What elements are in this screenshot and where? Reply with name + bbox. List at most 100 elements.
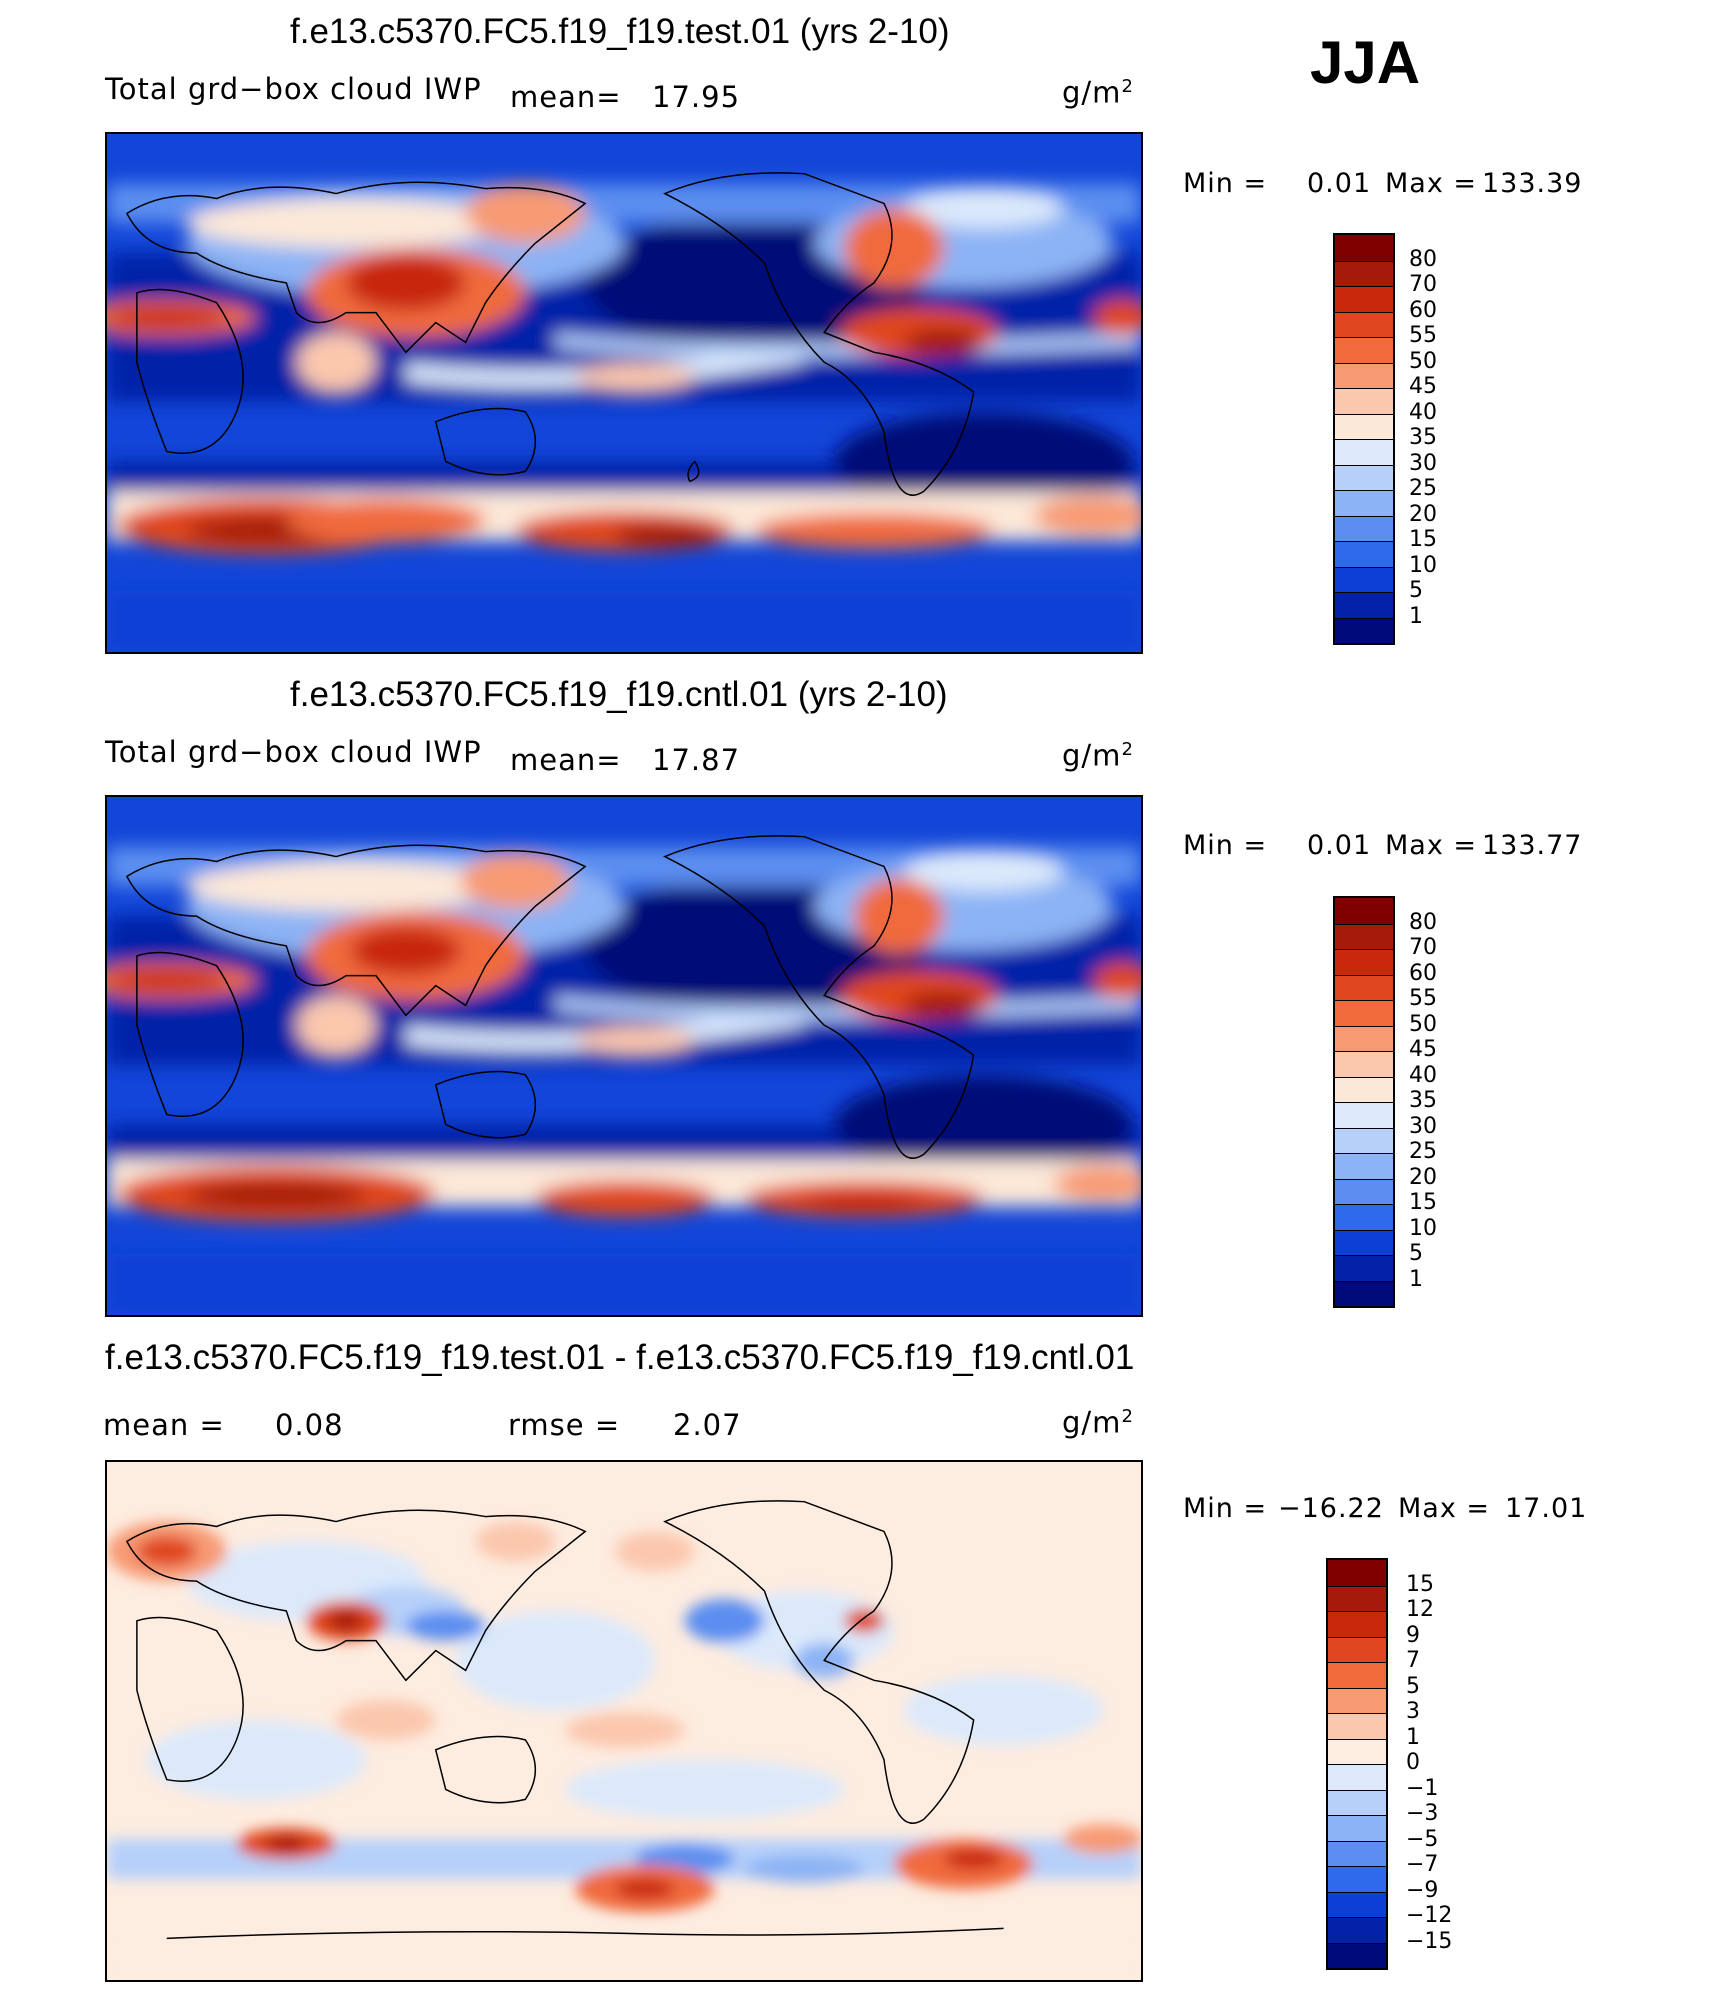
panel1-mean-label: mean=	[510, 80, 622, 114]
panel1-units: g/m2	[1062, 75, 1134, 110]
colorbar-swatch	[1335, 1051, 1393, 1077]
colorbar-swatch	[1335, 1127, 1393, 1153]
colorbar-tick-label: 15	[1406, 1571, 1434, 1597]
colorbar-swatch	[1328, 1738, 1386, 1764]
colorbar-tick-label: 50	[1409, 348, 1437, 374]
panel1-mean-value: 17.95	[652, 80, 741, 114]
colorbar-tick-label: 55	[1409, 986, 1437, 1011]
colorbar-swatch	[1335, 898, 1393, 924]
colorbar-swatch	[1335, 337, 1393, 363]
colorbar-tick-label: 5	[1406, 1673, 1420, 1699]
panel2-min-label: Min =	[1183, 830, 1268, 861]
colorbar-swatch	[1335, 1000, 1393, 1026]
colorbar-swatch	[1335, 1102, 1393, 1128]
colorbar-swatch	[1335, 388, 1393, 414]
colorbar-tick-label: 60	[1409, 960, 1437, 986]
panel1-min-value: 0.01	[1307, 168, 1372, 199]
colorbar-swatch	[1328, 1789, 1386, 1815]
colorbar-tick-label: 20	[1409, 501, 1437, 527]
colorbar-swatch	[1335, 235, 1393, 261]
colorbar-swatch	[1335, 311, 1393, 337]
colorbar-swatch	[1335, 260, 1393, 286]
colorbar-tick-label: 45	[1409, 1037, 1437, 1062]
panel2-mean-label: mean=	[510, 743, 622, 777]
colorbar-tick-label: −9	[1406, 1877, 1439, 1903]
colorbar-swatch	[1335, 1025, 1393, 1051]
panel2-units: g/m2	[1062, 738, 1134, 773]
colorbar-swatch	[1335, 1255, 1393, 1281]
colorbar-swatch	[1335, 1153, 1393, 1179]
panel3-rmse-value: 2.07	[673, 1408, 742, 1442]
colorbar-tick-label: 80	[1409, 246, 1437, 272]
panel3-rmse-label: rmse =	[508, 1408, 621, 1442]
colorbar-tick-label: 10	[1409, 1215, 1437, 1241]
colorbar-swatch	[1335, 490, 1393, 516]
colorbar-tick-label: 40	[1409, 1062, 1437, 1088]
panel3-title: f.e13.c5370.FC5.f19_f19.test.01 - f.e13.…	[105, 1338, 1135, 1377]
colorbar-swatch	[1335, 1280, 1393, 1306]
panel1-map	[105, 132, 1143, 654]
colorbar-swatch	[1328, 1636, 1386, 1662]
panel1-max-label: Max =	[1385, 168, 1478, 199]
colorbar-tick-label: 1	[1406, 1724, 1420, 1750]
colorbar-swatch	[1328, 1662, 1386, 1688]
colorbar-tick-label: 70	[1409, 935, 1437, 960]
colorbar-tick-label: 5	[1409, 1241, 1423, 1266]
colorbar-swatch	[1335, 592, 1393, 618]
colorbar-swatch	[1335, 413, 1393, 439]
panel1-max-value: 133.39	[1482, 168, 1583, 199]
colorbar-swatch	[1335, 923, 1393, 949]
colorbar-tick-label: 50	[1409, 1011, 1437, 1037]
colorbar-tick-label: −12	[1406, 1903, 1453, 1928]
panel1-variable-name: Total grd−box cloud IWP	[105, 72, 482, 106]
panel3-mean-label: mean =	[103, 1408, 225, 1442]
colorbar-tick-label: 9	[1406, 1622, 1420, 1648]
colorbar-swatch	[1335, 362, 1393, 388]
colorbar-tick-label: 40	[1409, 399, 1437, 425]
season-label: JJA	[1310, 29, 1421, 96]
colorbar-swatch	[1335, 617, 1393, 643]
colorbar-tick-label: 80	[1409, 909, 1437, 935]
colorbar-swatch	[1328, 1891, 1386, 1917]
colorbar-swatch	[1335, 1229, 1393, 1255]
colorbar-swatch	[1335, 566, 1393, 592]
panel1-min-label: Min =	[1183, 168, 1268, 199]
panel3-colorbar	[1326, 1558, 1388, 1970]
panel1-title: f.e13.c5370.FC5.f19_f19.test.01 (yrs 2-1…	[290, 12, 950, 51]
colorbar-swatch	[1335, 1204, 1393, 1230]
colorbar-tick-label: −3	[1406, 1801, 1439, 1826]
colorbar-swatch	[1328, 1815, 1386, 1841]
panel1-colorbar	[1333, 233, 1395, 645]
colorbar-tick-label: 25	[1409, 1139, 1437, 1164]
colorbar-swatch	[1335, 541, 1393, 567]
colorbar-tick-label: 35	[1409, 1088, 1437, 1113]
colorbar-tick-label: 35	[1409, 425, 1437, 450]
colorbar-swatch	[1328, 1585, 1386, 1611]
colorbar-swatch	[1328, 1560, 1386, 1586]
colorbar-tick-label: 20	[1409, 1164, 1437, 1190]
colorbar-swatch	[1328, 1687, 1386, 1713]
panel2-colorbar	[1333, 896, 1395, 1308]
colorbar-tick-label: −15	[1406, 1928, 1453, 1954]
colorbar-swatch	[1335, 515, 1393, 541]
colorbar-tick-label: 55	[1409, 323, 1437, 348]
panel2-mean-value: 17.87	[652, 743, 741, 777]
panel2-variable-name: Total grd−box cloud IWP	[105, 735, 482, 769]
panel2-title: f.e13.c5370.FC5.f19_f19.cntl.01 (yrs 2-1…	[290, 675, 948, 714]
colorbar-swatch	[1328, 1866, 1386, 1892]
colorbar-swatch	[1328, 1713, 1386, 1739]
colorbar-swatch	[1335, 974, 1393, 1000]
panel3-map	[105, 1460, 1143, 1982]
panel3-min-label: Min =	[1183, 1493, 1268, 1524]
colorbar-tick-label: −1	[1406, 1775, 1439, 1801]
panel3-min-value: −16.22	[1278, 1493, 1384, 1524]
colorbar-swatch	[1328, 1764, 1386, 1790]
colorbar-tick-label: 30	[1409, 450, 1437, 476]
panel3-max-value: 17.01	[1505, 1493, 1588, 1524]
colorbar-swatch	[1335, 1076, 1393, 1102]
colorbar-swatch	[1328, 1611, 1386, 1637]
colorbar-tick-label: 30	[1409, 1113, 1437, 1139]
colorbar-tick-label: 25	[1409, 476, 1437, 501]
colorbar-tick-label: 60	[1409, 297, 1437, 323]
colorbar-tick-label: −5	[1406, 1826, 1439, 1852]
